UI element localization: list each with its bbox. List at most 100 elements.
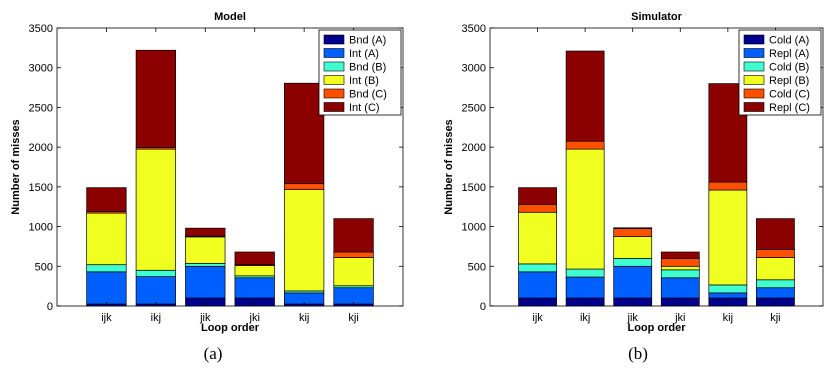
chart1-legend-swatch: [323, 75, 345, 85]
chart2-xtick-label: kij: [723, 312, 733, 324]
chart1-ytick-label: 3500: [29, 23, 53, 35]
chart2-bar-jik-s6: [613, 227, 653, 229]
chart2-bar-jki-s2: [660, 277, 700, 299]
chart2-xtick-label: jik: [627, 312, 639, 324]
chart1-legend-swatch: [323, 48, 345, 58]
chart2-legend-label: Cold (C): [769, 89, 810, 101]
chart2-legend-swatch: [743, 75, 765, 85]
chart2-bar-ikj-s6: [565, 50, 605, 142]
caption-b: (b): [628, 344, 648, 363]
chart1-ytick-label: 0: [47, 301, 53, 313]
chart2-bar-jik-s5: [613, 228, 653, 237]
chart1-bar-kji-s2: [333, 287, 374, 305]
chart1-bar-ijk-s3: [86, 264, 127, 273]
chart1-bar-kij-s6: [284, 82, 325, 185]
chart2-title: Simulator: [631, 11, 682, 23]
chart1-title: Model: [214, 11, 246, 23]
chart2-bar-ijk-s2: [518, 271, 557, 299]
chart2-xtick-label: ijk: [532, 312, 543, 324]
chart2-legend-swatch: [743, 88, 765, 99]
chart1-ytick-label: 1000: [29, 222, 53, 234]
chart2-legend-label: Repl (C): [769, 102, 810, 114]
chart2-bar-jki-s6: [660, 251, 700, 259]
chart1-bar-jik-s4: [185, 236, 226, 264]
chart1-legend-label: Bnd (C): [349, 89, 387, 101]
chart1-legend-label: Int (B): [349, 75, 379, 87]
chart1-bar-ikj-s3: [135, 269, 176, 277]
chart1-legend-swatch: [323, 61, 345, 72]
chart1-ytick-label: 1500: [29, 182, 53, 194]
chart2-bar-kij-s5: [708, 181, 748, 191]
chart1-bar-ijk-s2: [86, 271, 127, 305]
chart1-bar-jki-s2: [234, 277, 275, 299]
chart2-legend-swatch: [743, 48, 765, 58]
chart2-bar-kji-s3: [756, 279, 795, 289]
chart1-bar-jik-s6: [185, 227, 226, 237]
chart2-bar-kji-s6: [756, 218, 795, 250]
chart2-ytick-label: 0: [480, 301, 486, 313]
chart2-xtick-label: jki: [674, 312, 685, 324]
chart1-bar-kji-s6: [333, 218, 374, 253]
chart1-bar-ikj-s6: [135, 49, 176, 148]
chart1-bar-kij-s5: [284, 183, 325, 190]
chart1-legend-label: Int (A): [349, 48, 379, 60]
chart2-bar-kij-s4: [708, 189, 748, 286]
chart1-ylabel: Number of misses: [10, 119, 22, 214]
chart2-bar-jik-s4: [613, 236, 653, 259]
chart1-legend-swatch: [323, 102, 345, 112]
chart1-bar-jik-s2: [185, 265, 226, 299]
chart2-ytick-label: 2000: [462, 142, 486, 154]
chart1-bar-kij-s4: [284, 189, 325, 292]
chart2-ytick-label: 3000: [462, 63, 486, 75]
chart1-legend-label: Bnd (B): [349, 62, 386, 74]
chart2-bar-kji-s5: [756, 249, 795, 258]
chart1-bar-ikj-s2: [135, 276, 176, 305]
chart2-legend-swatch: [743, 102, 765, 112]
chart1-bar-ijk-s6: [86, 187, 127, 212]
chart2-bar-ikj-s2: [565, 276, 605, 299]
chart2-bar-jik-s3: [613, 257, 653, 267]
chart2-bar-kij-s2: [708, 292, 748, 299]
chart2-bar-kij-s3: [708, 284, 748, 294]
chart2-bar-jik-s2: [613, 265, 653, 299]
chart2-ylabel: Number of misses: [443, 119, 455, 214]
chart1-bar-kji-s4: [333, 257, 374, 287]
chart2-legend-swatch: [743, 34, 765, 45]
chart2-ytick-label: 2500: [462, 102, 486, 114]
chart2-bar-ikj-s5: [565, 140, 605, 150]
chart2-legend-label: Repl (A): [769, 48, 809, 60]
chart1-legend-label: Bnd (A): [349, 35, 386, 47]
chart1-bar-ikj-s4: [135, 148, 176, 271]
chart2-bar-ijk-s4: [518, 211, 557, 265]
chart2-bar-ijk-s6: [518, 187, 557, 205]
chart1-legend-swatch: [323, 34, 345, 45]
chart2-xtick-label: kji: [770, 312, 780, 324]
chart2-bar-ijk-s5: [518, 203, 557, 213]
chart1-xtick-label: kij: [299, 312, 309, 324]
chart2-bar-jki-s5: [660, 257, 700, 267]
chart1-ytick-label: 2000: [29, 142, 53, 154]
chart1-xtick-label: ijk: [101, 312, 112, 324]
chart1-xtick-label: jki: [249, 312, 260, 324]
chart1-bar-jik-s3: [185, 263, 226, 267]
chart2-ytick-label: 1000: [462, 222, 486, 234]
chart2-ytick-label: 3500: [462, 23, 486, 35]
chart1-bar-ijk-s4: [86, 212, 127, 266]
chart1-xtick-label: kji: [348, 312, 358, 324]
caption-a: (a): [203, 344, 223, 363]
chart2-xlabel: Loop order: [627, 322, 686, 334]
chart2-legend-label: Cold (A): [769, 35, 809, 47]
chart1-legend-label: Int (C): [349, 102, 380, 114]
chart2-bar-ijk-s3: [518, 263, 557, 273]
chart2-bar-ikj-s3: [565, 268, 605, 278]
chart2-ytick-label: 1500: [462, 182, 486, 194]
chart1-ytick-label: 3000: [29, 63, 53, 75]
chart2-xtick-label: ikj: [580, 312, 590, 324]
chart2-legend-label: Repl (B): [769, 75, 809, 87]
chart2-bar-kji-s4: [756, 257, 795, 281]
chart1-bar-kji-s5: [333, 251, 374, 258]
chart2-legend-swatch: [743, 61, 765, 72]
chart1-xlabel: Loop order: [201, 322, 260, 334]
chart1-xtick-label: jik: [199, 312, 211, 324]
